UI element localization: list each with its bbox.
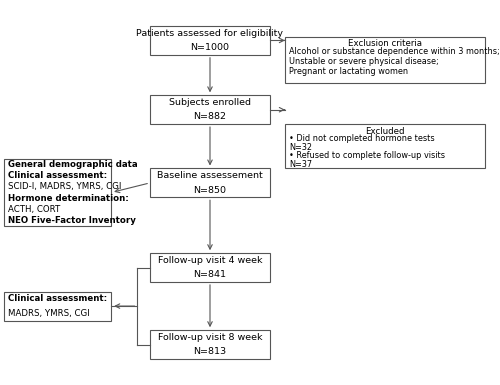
Text: Pregnant or lactating women: Pregnant or lactating women <box>289 67 408 76</box>
Text: • Did not completed hormone tests: • Did not completed hormone tests <box>289 134 434 143</box>
FancyBboxPatch shape <box>4 292 111 320</box>
Text: NEO Five-Factor Inventory: NEO Five-Factor Inventory <box>8 216 136 225</box>
Text: SCID-I, MADRS, YMRS, CGI: SCID-I, MADRS, YMRS, CGI <box>8 182 121 191</box>
Text: Unstable or severe physical disease;: Unstable or severe physical disease; <box>289 57 439 66</box>
Text: Clinical assessment:: Clinical assessment: <box>8 171 107 180</box>
Text: General demographic data: General demographic data <box>8 160 138 169</box>
Text: Clinical assessment:: Clinical assessment: <box>8 295 107 303</box>
Text: Subjects enrolled: Subjects enrolled <box>169 98 251 107</box>
FancyBboxPatch shape <box>285 124 485 169</box>
Text: N=32: N=32 <box>289 143 312 152</box>
Text: N=37: N=37 <box>289 160 312 169</box>
FancyBboxPatch shape <box>285 37 485 83</box>
Text: N=813: N=813 <box>194 347 226 356</box>
Text: Follow-up visit 8 week: Follow-up visit 8 week <box>158 333 262 342</box>
Text: Excluded: Excluded <box>365 127 405 136</box>
FancyBboxPatch shape <box>150 253 270 282</box>
Text: Follow-up visit 4 week: Follow-up visit 4 week <box>158 256 262 265</box>
FancyBboxPatch shape <box>4 159 111 226</box>
Text: Patients assessed for eligibility: Patients assessed for eligibility <box>136 29 284 38</box>
Text: Alcohol or substance dependence within 3 months;: Alcohol or substance dependence within 3… <box>289 47 500 56</box>
Text: N=841: N=841 <box>194 270 226 279</box>
Text: MADRS, YMRS, CGI: MADRS, YMRS, CGI <box>8 309 89 318</box>
Text: Exclusion criteria: Exclusion criteria <box>348 39 422 48</box>
Text: N=1000: N=1000 <box>190 43 230 52</box>
Text: ACTH, CORT: ACTH, CORT <box>8 205 60 214</box>
FancyBboxPatch shape <box>150 330 270 359</box>
FancyBboxPatch shape <box>150 95 270 124</box>
Text: Hormone determination:: Hormone determination: <box>8 194 128 203</box>
Text: N=850: N=850 <box>194 186 226 194</box>
FancyBboxPatch shape <box>150 169 270 197</box>
Text: Baseline assessement: Baseline assessement <box>157 171 263 180</box>
Text: N=882: N=882 <box>194 112 226 121</box>
FancyBboxPatch shape <box>150 26 270 55</box>
Text: • Refused to complete follow-up visits: • Refused to complete follow-up visits <box>289 151 445 160</box>
